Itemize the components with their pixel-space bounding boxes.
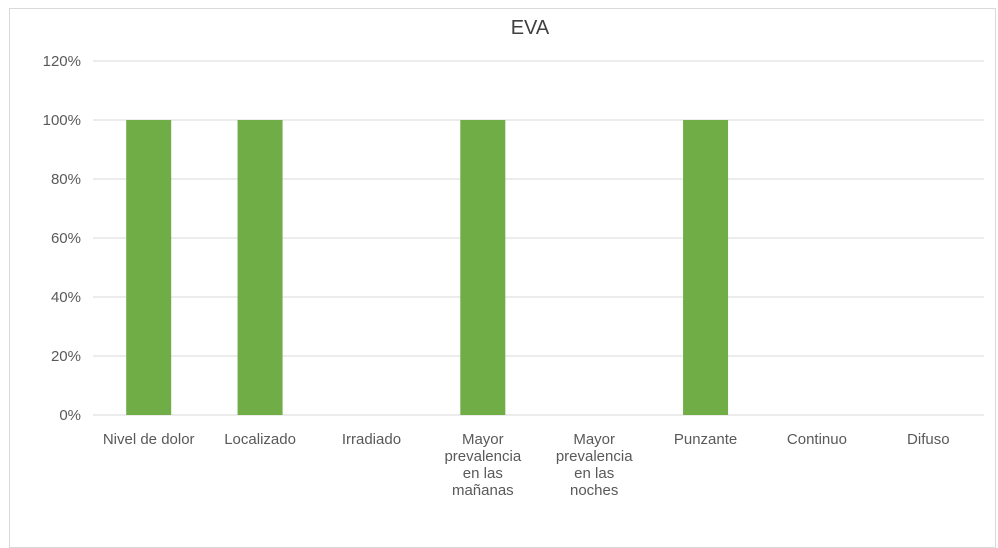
y-tick-label: 80% (51, 171, 81, 188)
y-tick-label: 100% (43, 112, 81, 129)
x-category-label: Mayor prevalencia en las noches (556, 431, 633, 499)
x-category-label: Continuo (787, 431, 847, 448)
y-tick-label: 60% (51, 230, 81, 247)
y-tick-label: 20% (51, 348, 81, 365)
y-tick-label: 0% (59, 407, 81, 424)
x-category-label: Mayor prevalencia en las mañanas (444, 431, 521, 499)
x-category-label: Difuso (907, 431, 950, 448)
x-category-label: Nivel de dolor (103, 431, 195, 448)
bar-chart: 0% 20% 40% 60% 80% 100% 120% Nivel de dolor Loca… (43, 53, 984, 499)
x-category-label: Irradiado (342, 431, 401, 448)
bar (237, 120, 283, 415)
x-category-label: Punzante (674, 431, 737, 448)
bar (683, 120, 729, 415)
chart-title: EVA (510, 17, 550, 39)
x-category-label: Localizado (224, 431, 296, 448)
bar (460, 120, 506, 415)
y-tick-label: 120% (43, 53, 81, 70)
bar (126, 120, 172, 415)
y-tick-label: 40% (51, 289, 81, 306)
